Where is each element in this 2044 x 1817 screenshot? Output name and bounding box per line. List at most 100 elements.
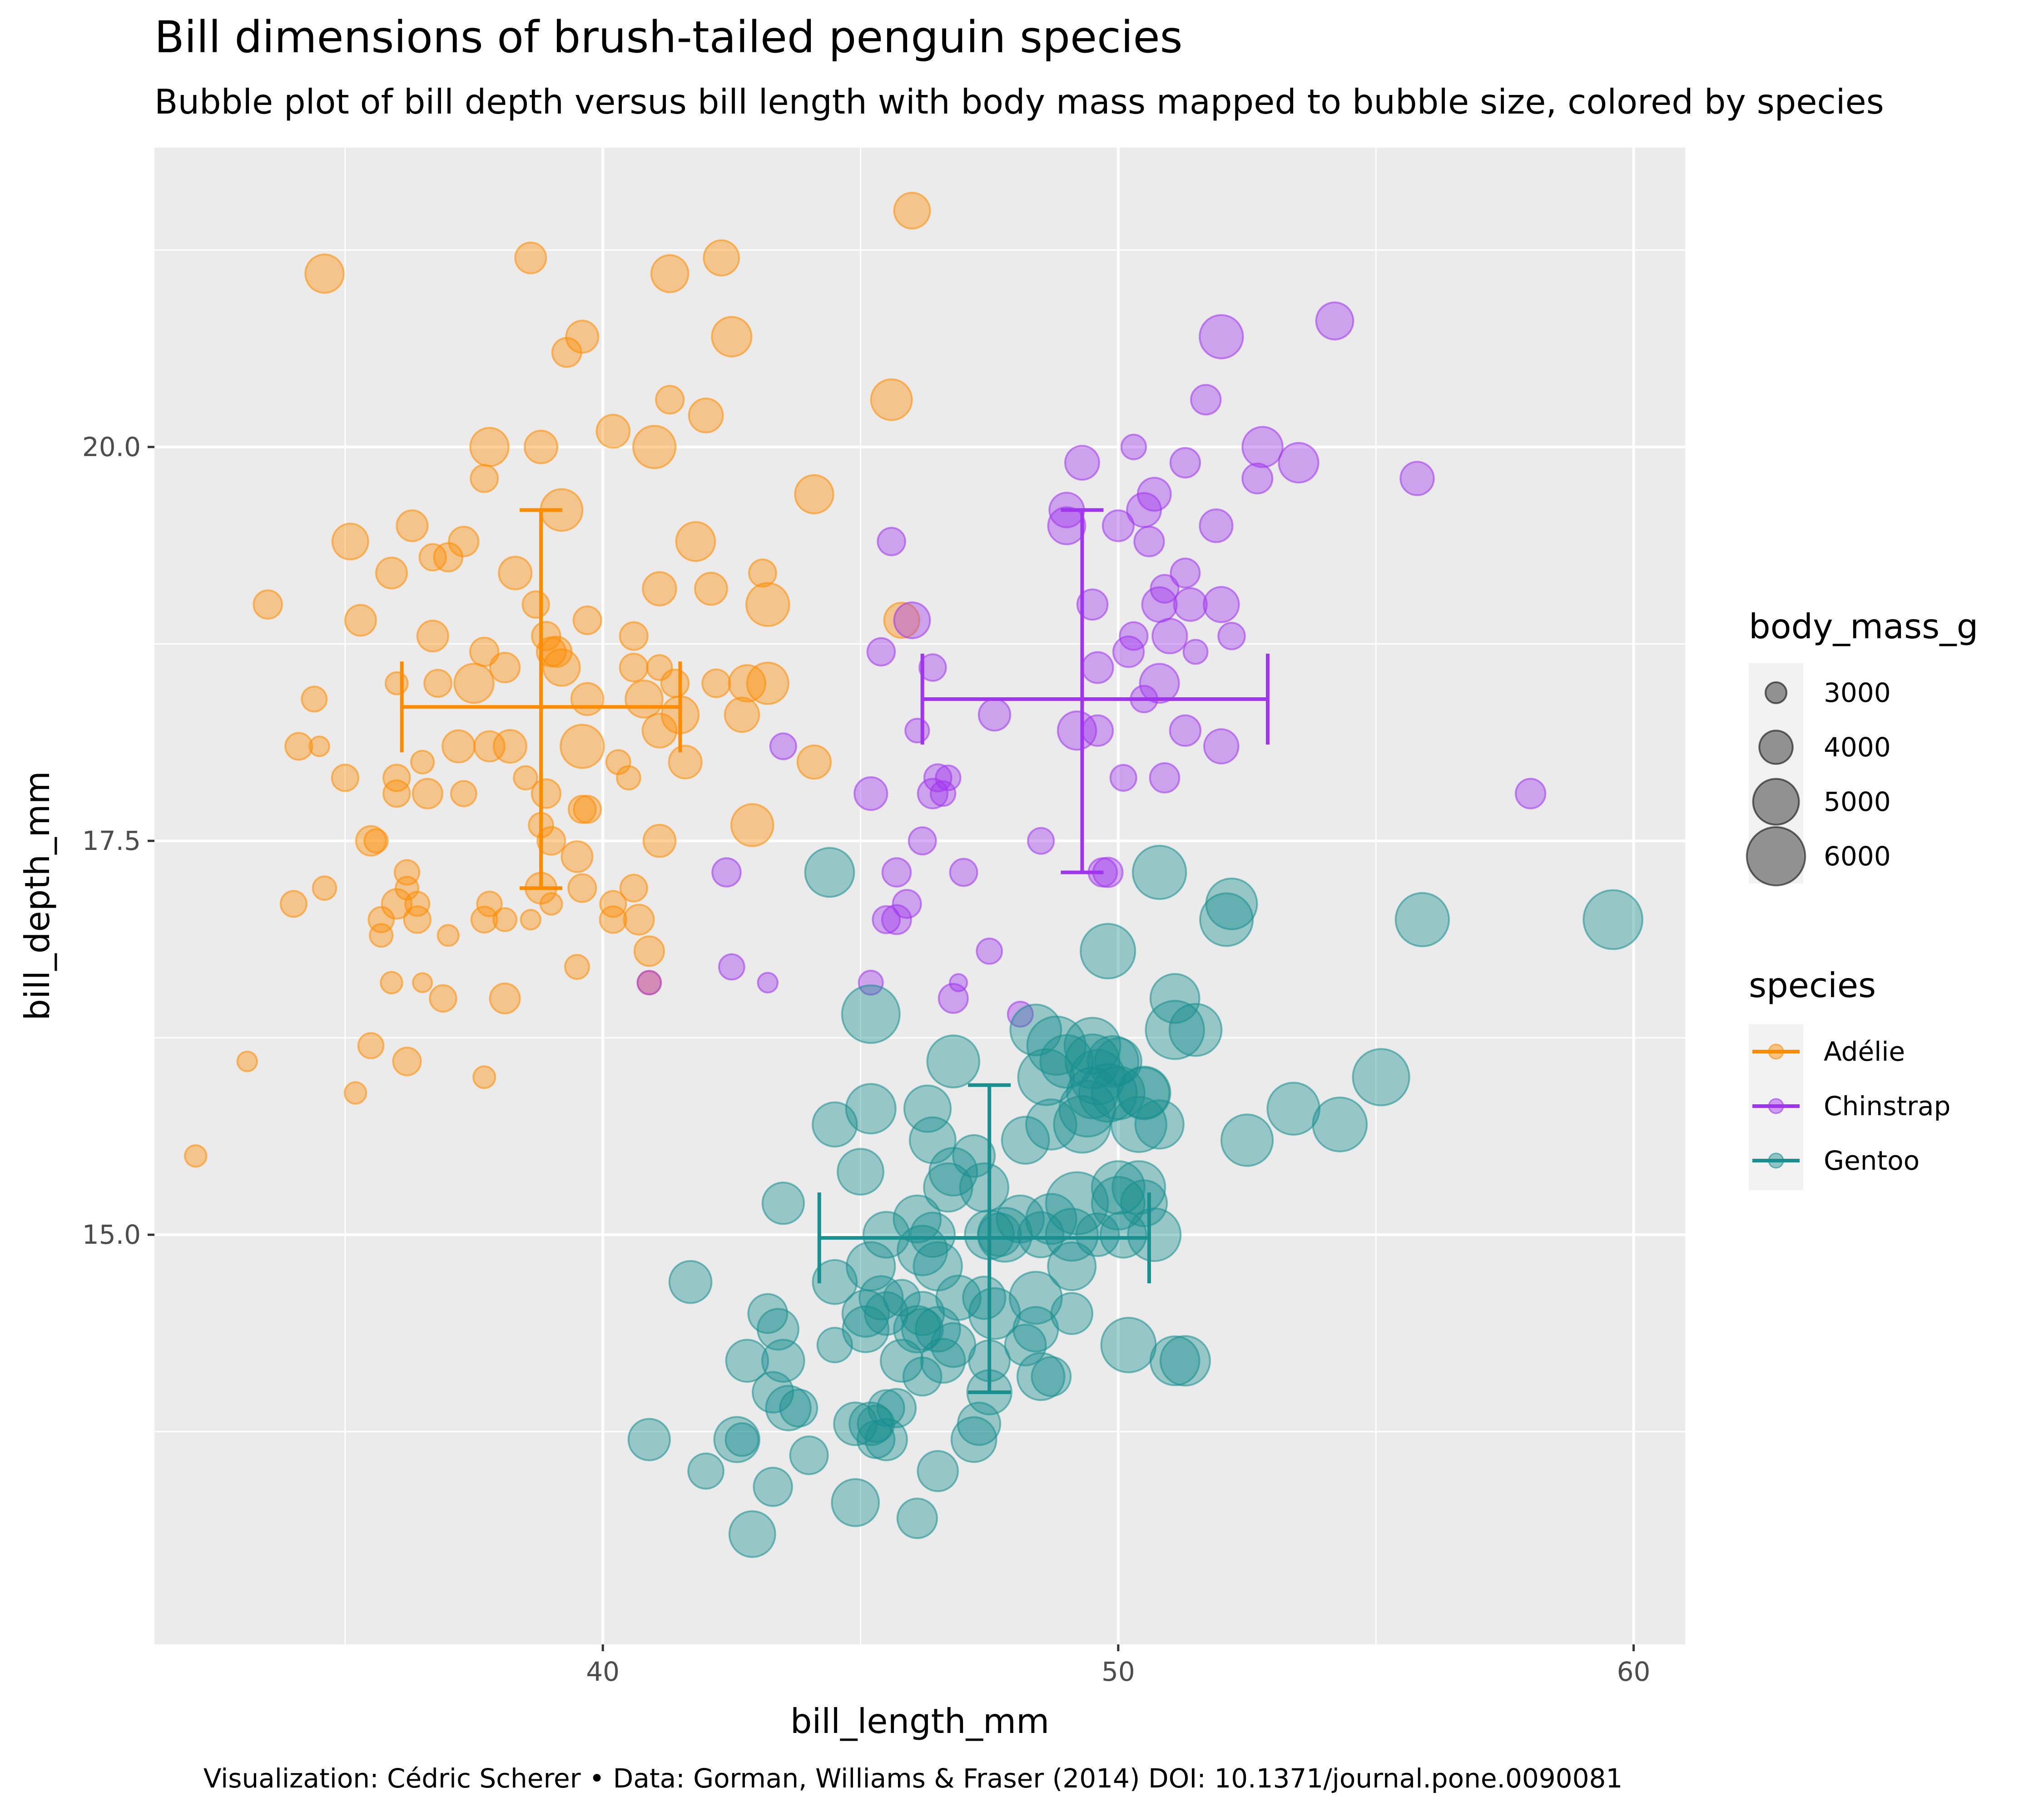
bubble-gentoo [1159, 1335, 1211, 1387]
bubble-adlie [382, 779, 411, 808]
bubble-adlie [469, 636, 500, 667]
bubble-adlie [703, 239, 740, 277]
bubble-gentoo [713, 1416, 761, 1463]
bubble-gentoo [687, 1452, 724, 1490]
size-legend-label: 6000 [1824, 841, 1891, 872]
chart-subtitle: Bubble plot of bill depth versus bill le… [154, 82, 1884, 122]
bubble-chinstrap [1199, 314, 1244, 359]
bubble-gentoo [1075, 1212, 1120, 1257]
bubble-chinstrap [929, 780, 957, 807]
bubble-gentoo [952, 1134, 996, 1178]
bubble-chinstrap [1241, 426, 1284, 468]
bubble-adlie [343, 1081, 367, 1105]
x-tick-label: 60 [1617, 1656, 1651, 1687]
bubble-adlie [560, 724, 605, 769]
bubble-adlie [660, 668, 690, 698]
bubble-adlie [633, 935, 665, 967]
bubble-adlie [492, 907, 518, 933]
bubble-adlie [423, 669, 453, 698]
color-legend: species Adélie Chinstrap Gentoo [1749, 965, 1950, 1190]
bubble-adlie [357, 1032, 385, 1059]
bubble-chinstrap [1027, 827, 1055, 855]
bubble-gentoo [1026, 1015, 1086, 1076]
bubble-chinstrap [1217, 621, 1246, 650]
species-legend-point [1768, 1152, 1784, 1169]
bubble-gentoo [1352, 1048, 1410, 1107]
bubble-adlie [492, 729, 528, 764]
bubble-chinstrap [1112, 635, 1145, 668]
bubble-adlie [539, 892, 563, 916]
bubble-gentoo [765, 1385, 812, 1431]
bubble-adlie [453, 662, 495, 704]
bubble-adlie [542, 648, 581, 687]
bubble-chinstrap [1169, 447, 1201, 479]
bubble-chinstrap [872, 905, 901, 934]
errorbar-chinstrap [920, 508, 1270, 874]
bubble-adlie [711, 316, 753, 357]
x-tick-label: 40 [586, 1656, 620, 1687]
bubble-chinstrap [877, 526, 906, 556]
bubble-chinstrap [949, 973, 968, 993]
bubble-gentoo [728, 1510, 776, 1558]
size-legend: body_mass_g 3000 4000 5000 6000 [1746, 606, 1978, 887]
bubble-gentoo [928, 1147, 978, 1197]
bubble-chinstrap [893, 601, 931, 640]
bubble-gentoo [845, 1241, 896, 1291]
bubble-gentoo [896, 1497, 938, 1539]
bubble-gentoo [1149, 973, 1201, 1024]
size-legend-title: body_mass_g [1749, 606, 1978, 646]
bubble-gentoo [627, 1418, 671, 1461]
bubble-adlie [498, 556, 533, 591]
bubble-adlie [416, 620, 449, 653]
errorbar-gentoo [817, 1083, 1151, 1395]
bubble-adlie [381, 888, 412, 920]
bubble-gentoo [761, 1182, 805, 1225]
bubble-adlie [796, 744, 832, 780]
bubble-adlie [284, 732, 313, 761]
bubble-adlie [573, 794, 602, 824]
bubble-chinstrap [853, 776, 888, 811]
bubble-adlie [745, 582, 790, 627]
bubble-adlie [561, 840, 594, 873]
bubble-chinstrap [1109, 764, 1137, 792]
bubble-adlie [470, 464, 499, 493]
bubble-chinstrap [711, 857, 742, 888]
bubble-chinstrap [881, 904, 912, 935]
bubble-chinstrap [1241, 462, 1274, 495]
bubble-chinstrap [1081, 714, 1114, 747]
bubble-gentoo [779, 1388, 819, 1428]
bubble-gentoo [831, 1478, 880, 1527]
species-legend-point [1768, 1043, 1784, 1060]
bubble-gentoo [789, 1435, 829, 1475]
bubble-adlie [625, 680, 664, 719]
bubble-gentoo [950, 1416, 997, 1463]
bubble-adlie [375, 556, 408, 590]
bubble-chinstrap [1081, 651, 1114, 684]
bubble-gentoo [864, 1418, 908, 1461]
bubble-gentoo [1394, 892, 1450, 948]
bubble-adlie [565, 319, 600, 354]
bubble-chinstrap [1315, 301, 1354, 341]
bubble-gentoo [804, 847, 855, 898]
bubble-chinstrap [1139, 663, 1180, 704]
bubble-adlie [304, 253, 345, 294]
bubble-gentoo [1583, 889, 1644, 950]
size-legend-key [1752, 778, 1800, 826]
species-legend-label: Gentoo [1824, 1145, 1920, 1176]
bubble-adlie [489, 982, 521, 1014]
bubble-adlie [392, 1047, 422, 1077]
bubble-chinstrap [1202, 586, 1240, 623]
bubble-adlie [523, 429, 559, 465]
bubble-adlie [570, 682, 605, 716]
bubble-chinstrap [935, 765, 962, 791]
bubble-gentoo [926, 1034, 981, 1089]
bubble-adlie [599, 905, 628, 934]
bubble-adlie [363, 828, 389, 854]
bubble-adlie [893, 192, 931, 230]
bubble-chinstrap [1169, 714, 1202, 747]
bubble-adlie [619, 874, 648, 903]
y-tick-label: 15.0 [82, 1219, 141, 1250]
bubble-chinstrap [1076, 588, 1109, 621]
bubble-adlie [410, 750, 435, 774]
bubble-gentoo [1131, 844, 1187, 900]
